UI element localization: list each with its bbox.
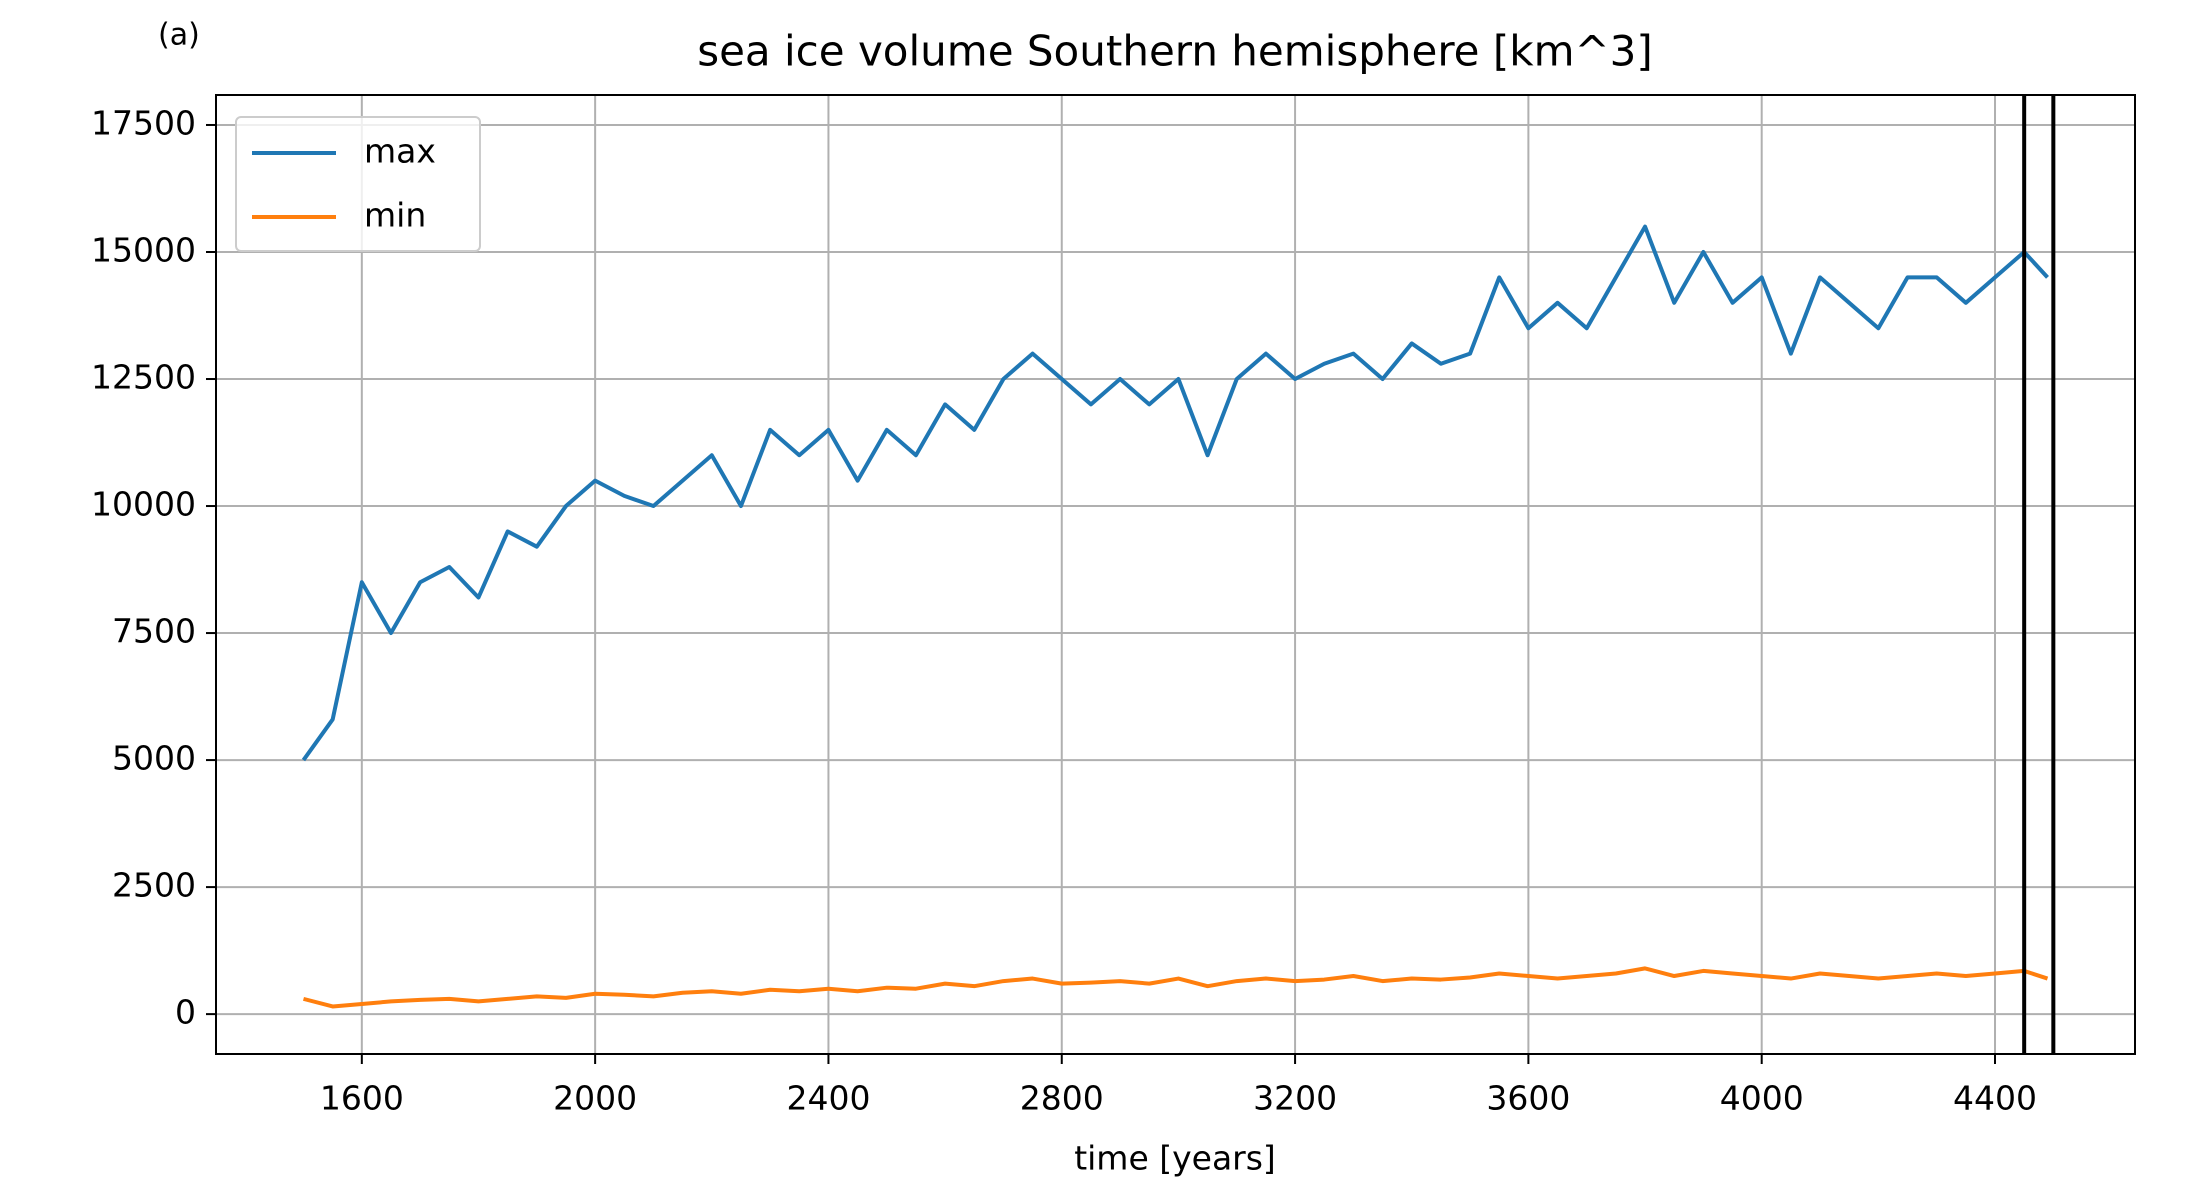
y-tick-label: 7500 xyxy=(112,612,196,651)
y-tick-label: 10000 xyxy=(91,485,196,524)
x-tick-label: 2000 xyxy=(553,1079,637,1118)
x-tick-label: 4000 xyxy=(1720,1079,1804,1118)
chart-title: sea ice volume Southern hemisphere [km^3… xyxy=(697,27,1653,76)
y-tick-label: 17500 xyxy=(91,103,196,142)
y-tick-label: 5000 xyxy=(112,739,196,778)
x-tick-label: 3200 xyxy=(1253,1079,1337,1118)
x-tick-label: 3600 xyxy=(1486,1079,1570,1118)
series-line xyxy=(301,224,2049,762)
y-tick-label: 2500 xyxy=(112,866,196,905)
y-tick-label: 12500 xyxy=(91,358,196,397)
legend-label: min xyxy=(364,196,426,235)
legend-box xyxy=(235,116,481,252)
x-tick-label: 2800 xyxy=(1020,1079,1104,1118)
x-tick-label: 2400 xyxy=(786,1079,870,1118)
plot-frame xyxy=(215,94,2136,1055)
panel-label: (a) xyxy=(158,18,200,53)
series-line xyxy=(302,966,2049,1009)
x-axis-label: time [years] xyxy=(1074,1139,1276,1178)
x-tick-label: 4400 xyxy=(1953,1079,2037,1118)
y-tick-label: 15000 xyxy=(91,230,196,269)
y-tick-label: 0 xyxy=(175,993,196,1032)
x-tick-label: 1600 xyxy=(320,1079,404,1118)
legend-label: max xyxy=(364,132,436,171)
